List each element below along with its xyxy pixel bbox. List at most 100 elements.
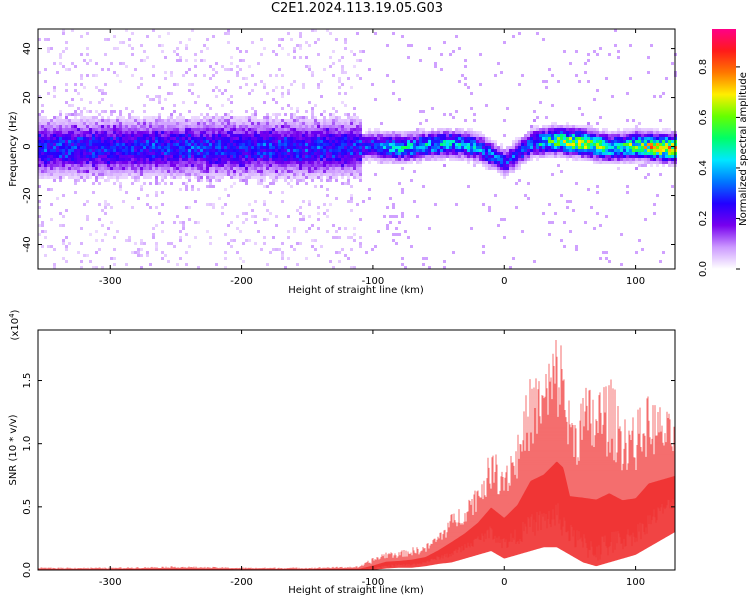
spectrogram-cell <box>335 122 338 125</box>
spectrogram-cell <box>638 134 641 137</box>
spectrogram-cell <box>485 140 488 143</box>
spectrogram-cell <box>125 128 128 131</box>
spectrogram-cell <box>401 131 404 134</box>
spectrogram-cell <box>581 149 584 152</box>
spectrogram-cell <box>281 143 284 146</box>
spectrogram-cell <box>659 158 662 161</box>
spectrogram-cell <box>623 146 626 149</box>
spectrogram-cell <box>332 131 335 134</box>
spectrogram-cell <box>128 167 131 170</box>
spectrogram-cell <box>122 119 125 122</box>
spectrogram-cell <box>545 149 548 152</box>
spectrogram-cell <box>158 86 161 89</box>
spectrogram-cell <box>482 203 485 206</box>
spectrogram-cell <box>71 167 74 170</box>
spectrogram-cell <box>233 116 236 119</box>
spectrogram-cell <box>335 149 338 152</box>
spectrogram-cell <box>260 152 263 155</box>
spectrogram-cell <box>194 143 197 146</box>
spectrogram-cell <box>164 98 167 101</box>
spectrogram-cell <box>443 149 446 152</box>
spectrogram-cell <box>221 137 224 140</box>
spectrogram-cell <box>413 137 416 140</box>
spectrogram-cell <box>533 131 536 134</box>
spectrogram-cell <box>596 152 599 155</box>
spectrogram-x-tick-label: 0 <box>501 276 507 287</box>
spectrogram-cell <box>287 140 290 143</box>
spectrogram-cell <box>56 161 59 164</box>
spectrogram-cell <box>524 137 527 140</box>
spectrogram-cell <box>581 146 584 149</box>
spectrogram-cell <box>401 146 404 149</box>
spectrogram-cell <box>542 131 545 134</box>
spectrogram-cell <box>341 137 344 140</box>
spectrogram-cell <box>392 155 395 158</box>
spectrogram-cell <box>251 161 254 164</box>
spectrogram-cell <box>299 164 302 167</box>
spectrogram-cell <box>551 125 554 128</box>
spectrogram-cell <box>38 155 41 158</box>
spectrogram-cell <box>89 233 92 236</box>
spectrogram-x-tick-label: -100 <box>362 276 385 287</box>
spectrogram-cell <box>266 134 269 137</box>
spectrogram-cell <box>251 89 254 92</box>
spectrogram-cell <box>305 170 308 173</box>
spectrogram-cell <box>494 140 497 143</box>
spectrogram-cell <box>329 149 332 152</box>
spectrogram-cell <box>281 125 284 128</box>
spectrogram-cell <box>80 53 83 56</box>
spectrogram-cell <box>203 161 206 164</box>
spectrogram-cell <box>152 131 155 134</box>
spectrogram-cell <box>587 125 590 128</box>
spectrogram-cell <box>68 176 71 179</box>
spectrogram-cell <box>272 248 275 251</box>
spectrogram-cell <box>239 170 242 173</box>
spectrogram-cell <box>599 131 602 134</box>
spectrogram-cell <box>242 77 245 80</box>
spectrogram-cell <box>263 155 266 158</box>
spectrogram-cell <box>173 50 176 53</box>
spectrogram-cell <box>203 167 206 170</box>
spectrogram-cell <box>347 146 350 149</box>
spectrogram-cell <box>182 143 185 146</box>
spectrogram-cell <box>56 152 59 155</box>
spectrogram-cell <box>605 146 608 149</box>
spectrogram-cell <box>86 32 89 35</box>
spectrogram-cell <box>185 128 188 131</box>
spectrogram-cell <box>215 167 218 170</box>
spectrogram-cell <box>83 119 86 122</box>
spectrogram-cell <box>353 134 356 137</box>
spectrogram-cell <box>338 86 341 89</box>
spectrogram-cell <box>554 140 557 143</box>
spectrogram-cell <box>185 47 188 50</box>
spectrogram-cell <box>650 143 653 146</box>
spectrogram-cell <box>500 143 503 146</box>
spectrogram-cell <box>107 179 110 182</box>
spectrogram-cell <box>590 206 593 209</box>
spectrogram-cell <box>164 167 167 170</box>
spectrogram-cell <box>353 122 356 125</box>
spectrogram-cell <box>119 134 122 137</box>
spectrogram-cell <box>122 200 125 203</box>
spectrogram-cell <box>419 143 422 146</box>
spectrogram-cell <box>101 161 104 164</box>
spectrogram-cell <box>374 155 377 158</box>
spectrogram-cell <box>125 152 128 155</box>
spectrogram-cell <box>266 122 269 125</box>
spectrogram-cell <box>659 143 662 146</box>
spectrogram-cell <box>668 137 671 140</box>
spectrogram-cell <box>134 143 137 146</box>
spectrogram-cell <box>476 155 479 158</box>
spectrogram-cell <box>635 161 638 164</box>
spectrogram-cell <box>281 47 284 50</box>
spectrogram-cell <box>167 140 170 143</box>
spectrogram-cell <box>170 71 173 74</box>
spectrogram-cell <box>317 206 320 209</box>
spectrogram-cell <box>128 119 131 122</box>
spectrogram-cell <box>374 32 377 35</box>
spectrogram-cell <box>566 152 569 155</box>
spectrogram-cell <box>389 146 392 149</box>
spectrogram-cell <box>179 155 182 158</box>
spectrogram-cell <box>104 134 107 137</box>
spectrogram-cell <box>50 143 53 146</box>
